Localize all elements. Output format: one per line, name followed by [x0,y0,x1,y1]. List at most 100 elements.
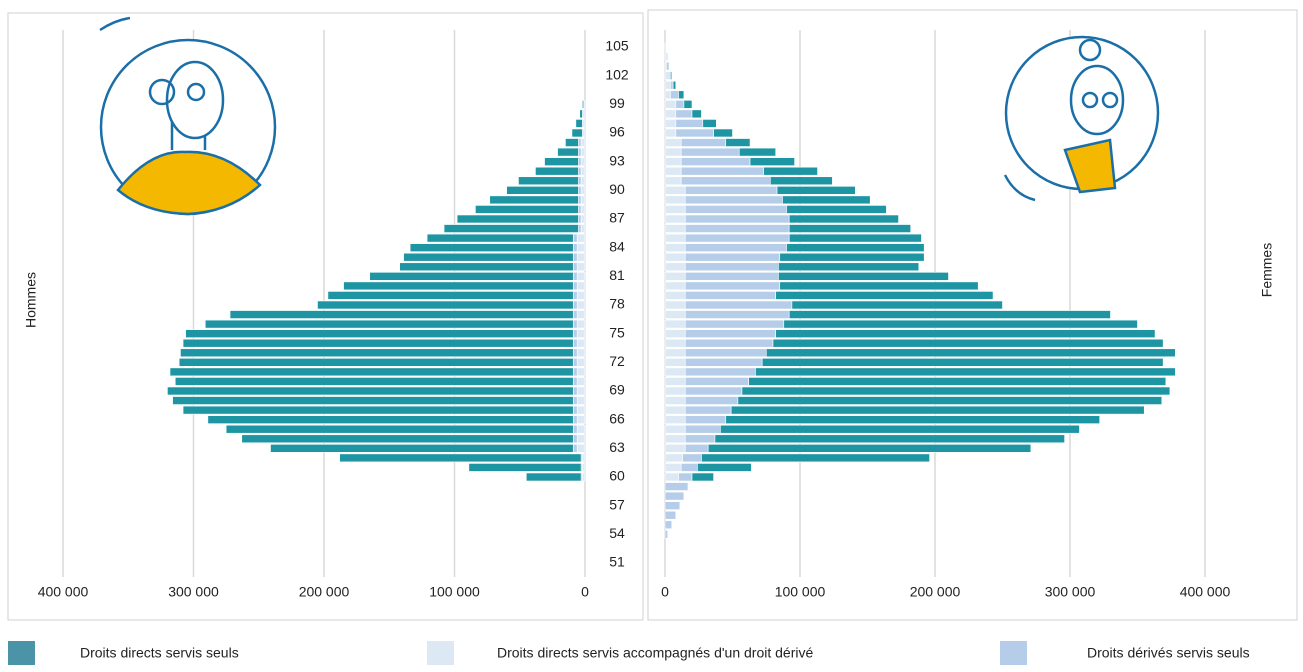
legend-label: Droits directs servis accompagnés d'un d… [497,645,813,661]
bar-segment [684,310,790,319]
bar-segment [576,358,586,367]
legend: Droits directs servis seuls Droits direct… [8,641,1250,665]
bar-segment [576,405,586,415]
bar-segment [725,415,1101,424]
bar-segment [664,90,671,100]
legend-swatch [1000,641,1027,665]
bar-segment [572,262,578,272]
bar-segment [664,453,683,463]
bar-segment [680,157,751,166]
bar-segment [576,291,586,300]
bar-segment [737,396,1163,405]
bar-segment [765,348,1176,358]
bar-segment [580,224,586,233]
bar-segment [178,358,574,367]
bar-segment [167,386,574,396]
bar-segment [172,396,574,405]
bar-segment [572,415,578,424]
x-tick-label: 300 000 [168,584,219,600]
bar-segment [576,310,586,319]
bar-segment [684,358,763,367]
bar-segment [207,415,574,424]
bar-segment [582,463,586,472]
bar-segment [578,166,582,176]
bar-segment [576,386,586,396]
bar-segment [572,377,578,386]
bar-segment [680,176,771,186]
bar-segment [664,300,686,310]
y-tick-label: 66 [609,410,625,426]
bar-segment [578,157,582,166]
bar-segment [572,252,578,262]
bar-segment [664,214,686,224]
bar-segment [576,252,586,262]
bar-segment [664,224,686,233]
legend-swatch [427,641,454,665]
bar-segment [664,520,673,530]
bar-segment [664,109,677,119]
bar-segment [578,214,582,224]
bar-segment [786,205,887,214]
bar-segment [664,147,682,157]
right-panel-frame [647,9,1298,621]
y-tick-label: 75 [609,324,625,340]
bar-segment [684,205,787,214]
x-tick-label: 100 000 [429,584,480,600]
bar-segment [684,291,776,300]
bar-segment [675,128,714,138]
bar-segment [664,119,677,128]
bar-segment [576,338,586,348]
bar-segment [664,329,686,338]
bar-segment [664,424,686,434]
bar-segment [443,224,579,233]
bar-segment [578,195,582,205]
bar-segment [580,176,586,186]
bar-segment [775,329,1156,338]
y-tick-label: 57 [609,496,625,512]
y-tick-label: 102 [605,66,629,82]
bar-segment [779,252,925,262]
bar-segment [664,338,686,348]
bar-segment [664,281,686,291]
y-tick-label: 84 [609,238,625,254]
bar-segment [788,310,1111,319]
bar-segment [664,472,679,482]
bar-segment [684,386,743,396]
bar-segment [761,358,1164,367]
bar-segment [572,396,578,405]
bar-segment [489,195,579,205]
bar-segment [684,444,709,453]
bar-segment [772,338,1164,348]
bar-segment [664,510,677,520]
bar-segment [582,472,586,482]
bar-segment [270,444,574,453]
bar-segment [572,291,578,300]
bar-segment [580,166,586,176]
bar-segment [664,415,686,424]
bar-segment [664,434,686,444]
legend-label: Droits dérivés servis seuls [1087,645,1250,661]
bar-segment [702,119,717,128]
y-tick-label: 96 [609,124,625,140]
bar-segment [664,310,686,319]
bar-segment [525,472,582,482]
bar-segment [749,157,795,166]
bar-segment [403,252,574,262]
bar-segment [576,329,586,338]
bar-segment [578,186,582,195]
panel-label: Hommes [23,272,39,328]
bar-segment [576,262,586,272]
x-tick-label: 400 000 [1180,584,1231,600]
bar-segment [778,272,949,281]
y-tick-label: 54 [609,525,625,541]
bar-segment [707,444,1032,453]
bar-segment [684,243,787,252]
bar-segment [682,453,702,463]
bar-segment [714,434,1065,444]
bar-segment [664,186,686,195]
y-tick-label: 63 [609,439,625,455]
bar-segment [664,358,686,367]
bar-segment [788,214,899,224]
bar-segment [535,166,579,176]
bar-segment [185,329,574,338]
